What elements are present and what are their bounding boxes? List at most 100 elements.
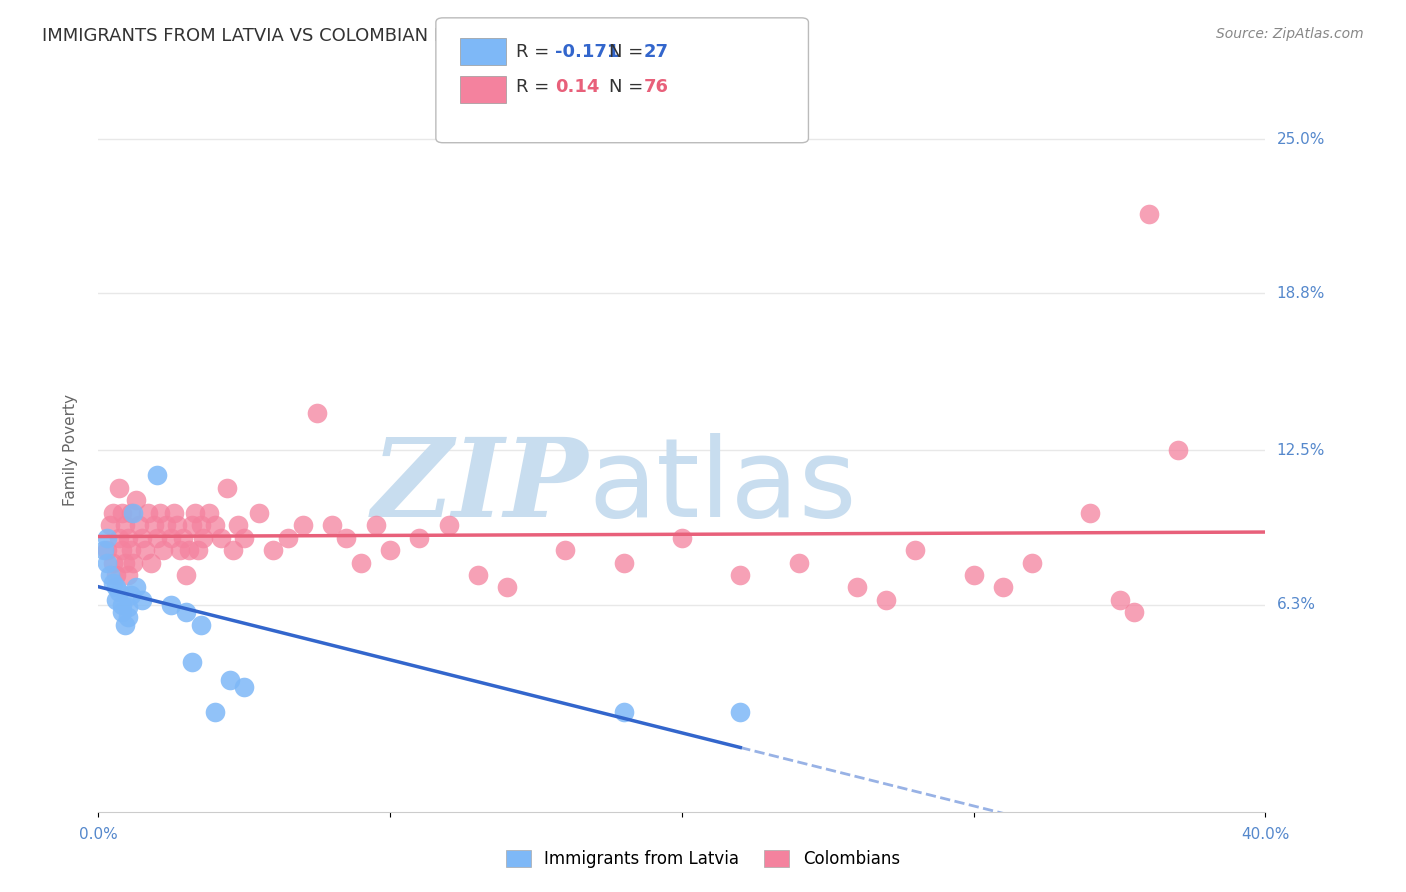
Point [730,705,752,719]
Text: R =: R = [516,78,555,96]
Point [612,556,634,570]
Point [554,543,576,558]
Point [467,568,489,582]
Point [1137,207,1160,221]
Text: 0.0%: 0.0% [79,828,118,843]
Point [875,593,897,607]
Point [117,568,139,582]
Point [262,543,284,558]
Point [215,481,238,495]
Point [307,406,329,420]
Point [671,531,693,545]
Text: 0.14: 0.14 [555,78,600,96]
Point [122,506,145,520]
Point [174,606,197,620]
Point [111,606,134,620]
Point [142,518,165,533]
Point [98,518,121,533]
Point [93,543,115,558]
Point [131,593,153,607]
Point [155,518,177,533]
Point [163,506,186,520]
Text: IMMIGRANTS FROM LATVIA VS COLOMBIAN FAMILY POVERTY CORRELATION CHART: IMMIGRANTS FROM LATVIA VS COLOMBIAN FAMI… [42,27,782,45]
Point [193,531,215,545]
Point [1123,606,1146,620]
Point [139,556,162,570]
Point [364,518,387,533]
Point [125,581,148,595]
Point [114,556,136,570]
Point [962,568,984,582]
Point [169,543,191,558]
Point [120,588,142,602]
Point [198,506,221,520]
Text: ZIP: ZIP [373,433,589,541]
Point [291,518,314,533]
Point [120,543,142,558]
Text: atlas: atlas [589,434,858,540]
Text: 27: 27 [644,43,669,61]
Point [408,531,430,545]
Point [437,518,460,533]
Point [96,543,118,558]
Point [101,506,124,520]
Legend: Immigrants from Latvia, Colombians: Immigrants from Latvia, Colombians [499,843,907,875]
Text: 25.0%: 25.0% [1277,131,1324,146]
Point [104,593,127,607]
Point [233,680,256,694]
Text: 40.0%: 40.0% [1241,828,1289,843]
Point [101,575,124,590]
Point [218,673,240,687]
Point [180,518,202,533]
Point [174,568,197,582]
Point [136,506,159,520]
Point [787,556,810,570]
Point [209,531,232,545]
Point [149,506,172,520]
Point [98,568,121,582]
Point [221,543,243,558]
Point [1021,556,1043,570]
Point [146,531,169,545]
Text: 6.3%: 6.3% [1277,598,1316,613]
Point [108,585,131,599]
Text: R =: R = [516,43,555,61]
Point [96,531,118,545]
Point [120,506,142,520]
Point [204,705,226,719]
Point [117,610,139,624]
Point [172,531,194,545]
Point [117,531,139,545]
Point [128,518,150,533]
Point [277,531,299,545]
Point [380,543,402,558]
Point [187,543,209,558]
Point [152,543,174,558]
Point [496,581,519,595]
Text: 18.8%: 18.8% [1277,286,1324,301]
Point [321,518,343,533]
Text: -0.171: -0.171 [555,43,620,61]
Point [108,531,131,545]
Point [96,556,118,570]
Point [134,543,156,558]
Text: N =: N = [609,78,648,96]
Point [904,543,927,558]
Point [991,581,1014,595]
Point [104,581,127,595]
Point [228,518,250,533]
Point [104,568,127,582]
Point [180,655,202,669]
Point [335,531,357,545]
Point [111,506,134,520]
Point [114,518,136,533]
Point [108,481,131,495]
Text: 12.5%: 12.5% [1277,443,1324,458]
Y-axis label: Family Poverty: Family Poverty [63,394,77,507]
Point [612,705,634,719]
Point [111,598,134,612]
Point [131,531,153,545]
Point [350,556,373,570]
Point [183,506,205,520]
Point [114,618,136,632]
